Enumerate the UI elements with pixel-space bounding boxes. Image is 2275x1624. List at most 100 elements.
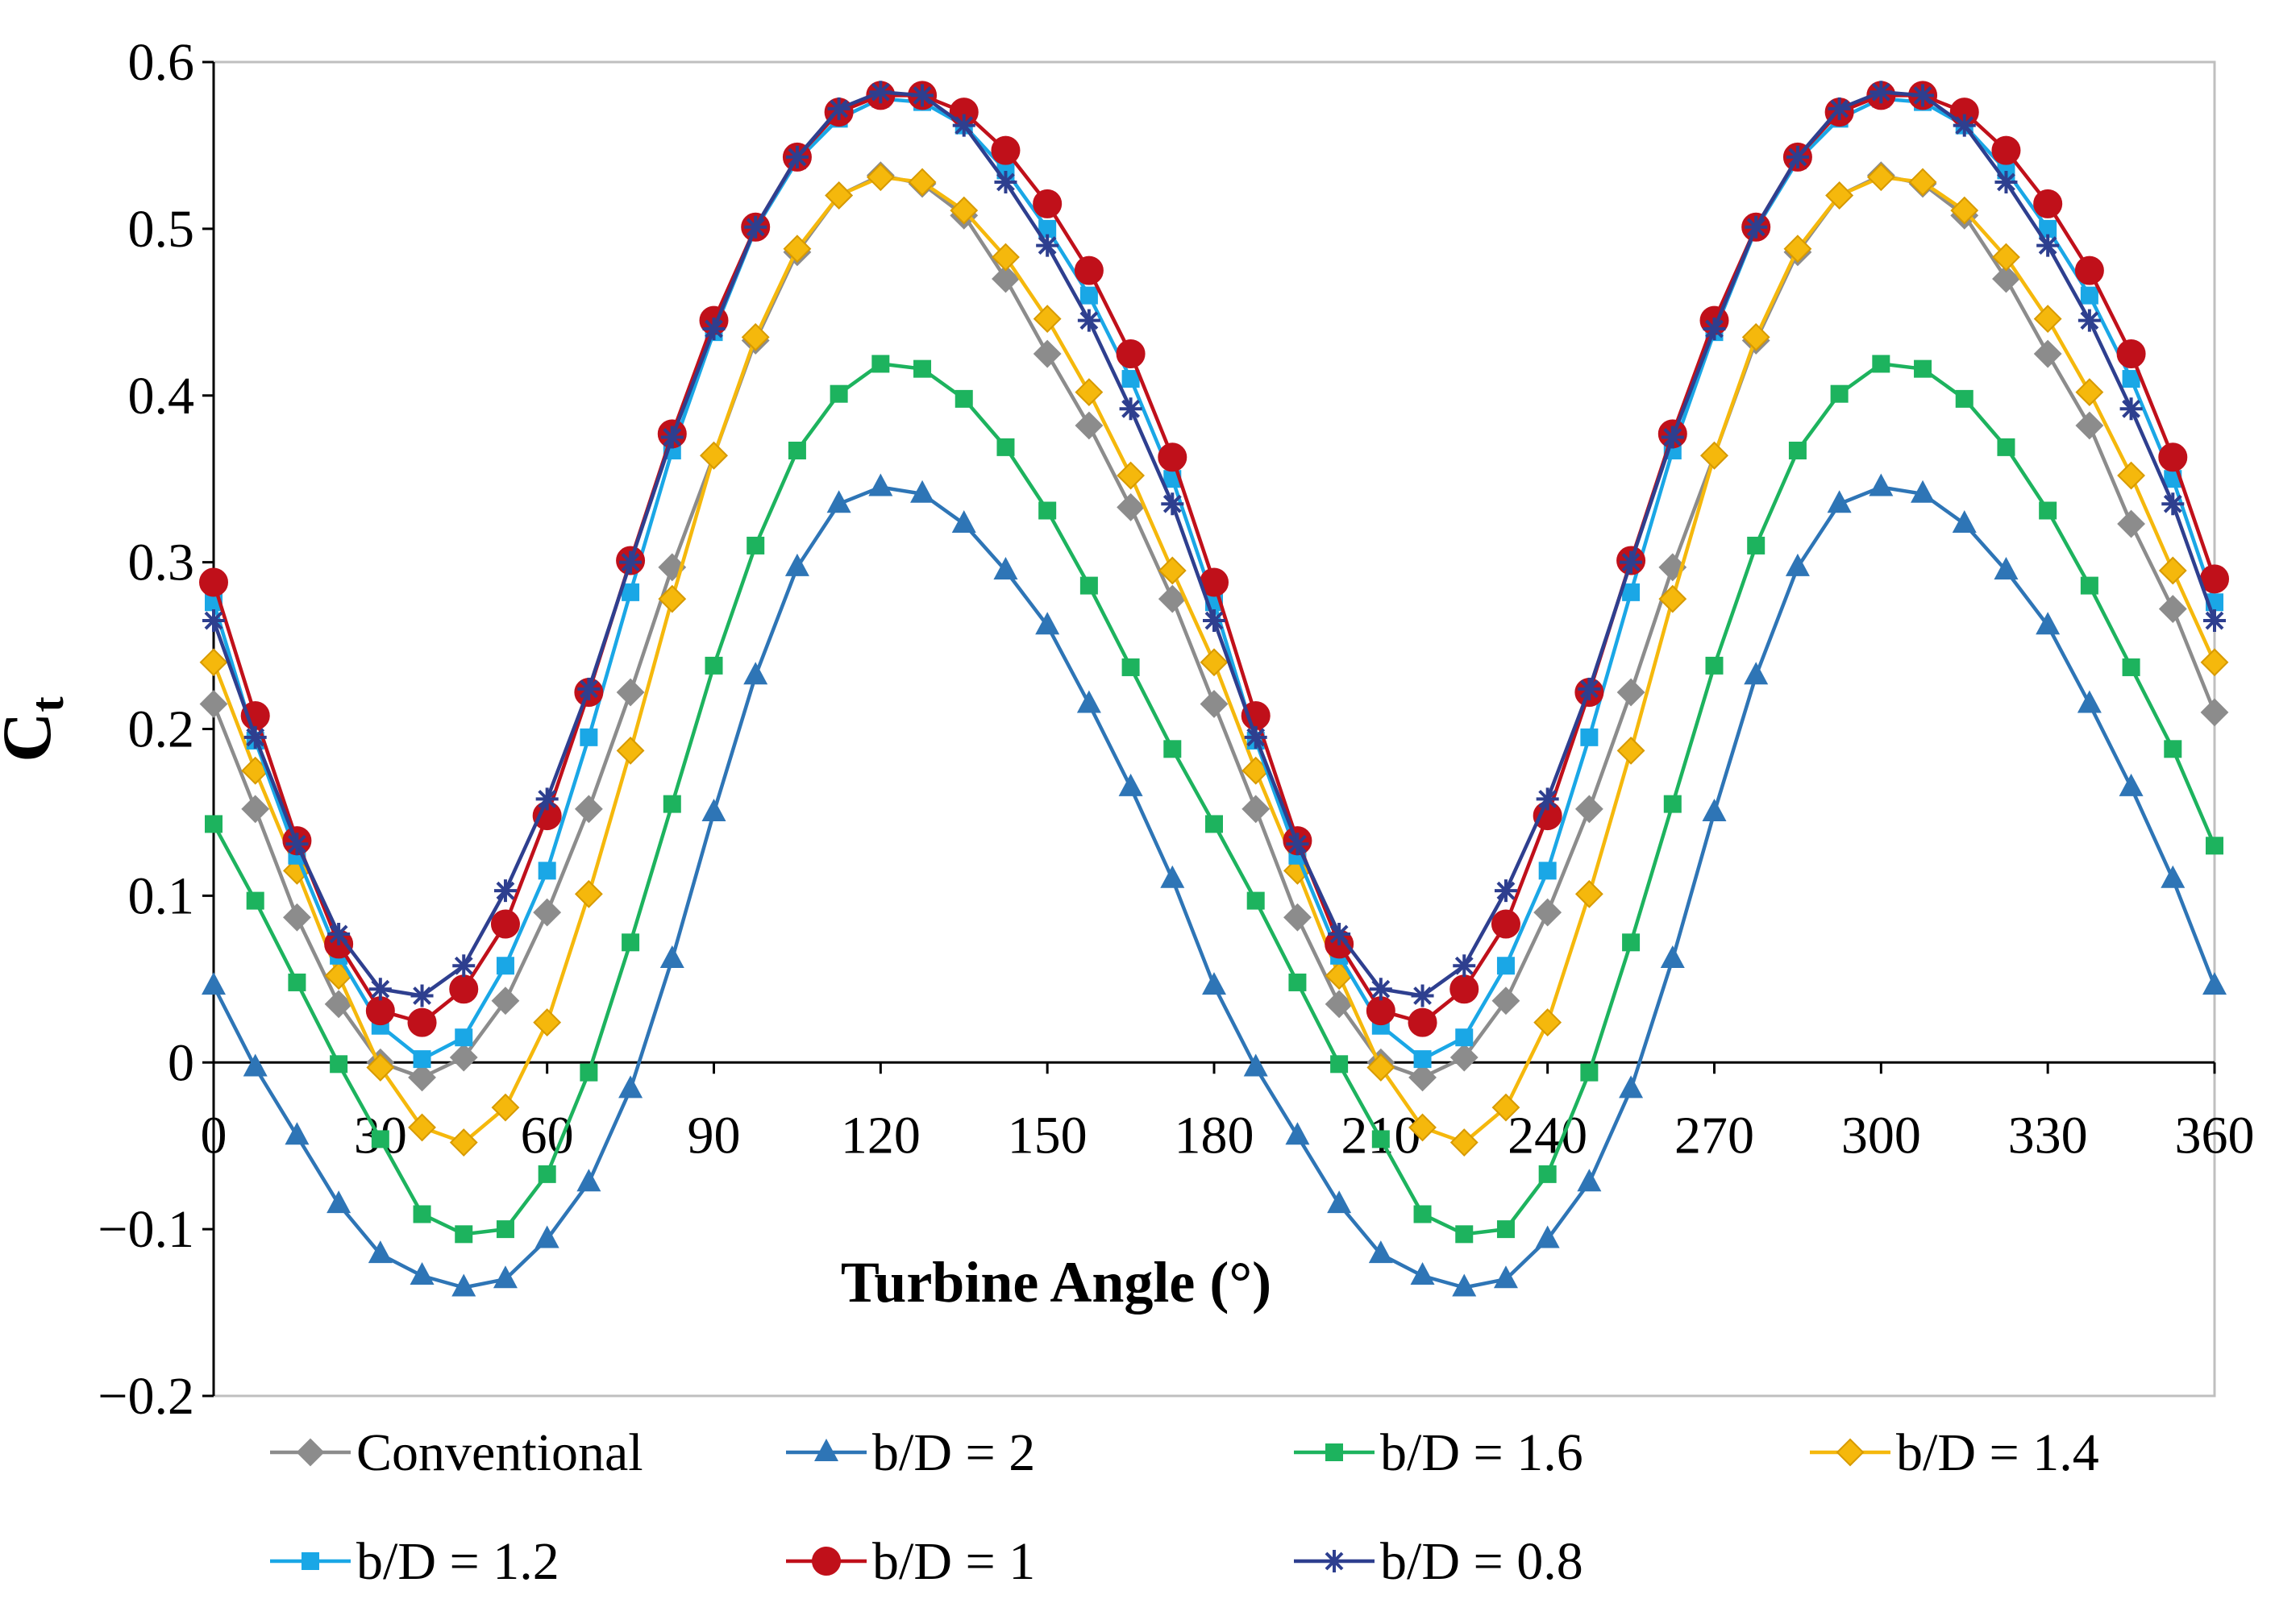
- data-point: [1452, 1273, 1477, 1297]
- data-point: [199, 567, 228, 597]
- data-point: [1200, 648, 1229, 677]
- legend-marker: [1325, 1443, 1343, 1461]
- data-point: [743, 662, 768, 685]
- data-point: [1117, 461, 1145, 490]
- data-point: [576, 1169, 601, 1192]
- data-point: [199, 648, 228, 677]
- data-point: [1580, 728, 1599, 746]
- data-point: [700, 441, 728, 470]
- data-point: [783, 235, 812, 264]
- x-tick-label: 0: [201, 1106, 227, 1165]
- data-point: [2119, 397, 2143, 421]
- data-point: [1577, 1169, 1602, 1192]
- legend-item: b/D = 1.2: [270, 1532, 559, 1591]
- data-point: [449, 974, 479, 1004]
- data-point: [1119, 397, 1142, 421]
- data-point: [1491, 986, 1520, 1016]
- data-point: [368, 1240, 393, 1264]
- data-point: [365, 996, 395, 1026]
- data-point: [702, 318, 726, 340]
- series-b-d-1-6: [205, 355, 2223, 1244]
- data-point: [1994, 170, 2018, 193]
- series-b-d-1-4: [199, 163, 2229, 1157]
- data-point: [1747, 536, 1766, 554]
- data-point: [910, 480, 935, 503]
- data-point: [1703, 318, 1726, 340]
- data-point: [994, 170, 1017, 193]
- data-point: [1158, 556, 1187, 585]
- data-point: [2033, 189, 2063, 218]
- data-point: [1745, 215, 1768, 239]
- data-point: [1033, 305, 1062, 334]
- data-point: [1160, 865, 1185, 888]
- data-point: [241, 795, 270, 824]
- series-layer: [199, 81, 2229, 1297]
- data-point: [1616, 736, 1645, 765]
- data-point: [1033, 189, 1063, 218]
- data-point: [1908, 168, 1937, 197]
- data-point: [705, 656, 723, 675]
- data-point: [744, 215, 767, 239]
- data-point: [1574, 879, 1603, 908]
- data-point: [622, 583, 640, 601]
- data-point: [1992, 264, 2020, 293]
- data-point: [1741, 322, 1770, 351]
- data-point: [1241, 795, 1271, 824]
- series-b-d-0-8: [202, 81, 2226, 1007]
- data-point: [913, 359, 932, 378]
- data-point: [660, 426, 684, 449]
- legend-label: Conventional: [356, 1423, 643, 1482]
- data-point: [1997, 438, 2015, 456]
- data-point: [1580, 1063, 1599, 1082]
- data-point: [1121, 370, 1140, 388]
- legend-marker: [1323, 1550, 1345, 1572]
- legend-label: b/D = 1.2: [356, 1532, 559, 1591]
- data-point: [2075, 378, 2104, 407]
- data-point: [1075, 411, 1104, 440]
- x-tick-label: 60: [521, 1106, 574, 1165]
- data-point: [455, 1225, 473, 1244]
- data-point: [1413, 1050, 1432, 1069]
- data-point: [202, 972, 226, 995]
- data-point: [701, 798, 726, 821]
- data-point: [451, 1273, 476, 1297]
- data-point: [785, 145, 809, 168]
- data-point: [2075, 411, 2104, 440]
- data-point: [866, 163, 895, 192]
- data-point: [2036, 234, 2060, 257]
- data-point: [1994, 556, 2019, 579]
- data-point: [1866, 163, 1895, 192]
- data-point: [1116, 339, 1146, 369]
- legend-label: b/D = 1: [872, 1532, 1035, 1591]
- data-point: [991, 135, 1021, 165]
- data-point: [1535, 1225, 1560, 1248]
- data-point: [826, 490, 851, 513]
- data-point: [1035, 612, 1060, 635]
- legend-label: b/D = 1.4: [1896, 1423, 2099, 1482]
- legend-item: b/D = 2: [786, 1423, 1035, 1482]
- data-point: [1538, 862, 1557, 880]
- data-point: [491, 986, 520, 1016]
- data-point: [371, 1130, 389, 1148]
- data-point: [992, 243, 1020, 272]
- data-point: [1744, 662, 1769, 685]
- data-point: [2117, 461, 2145, 490]
- data-point: [1203, 609, 1225, 633]
- data-point: [616, 736, 645, 765]
- data-point: [326, 1190, 351, 1214]
- data-point: [288, 973, 306, 991]
- data-point: [1536, 787, 1559, 811]
- data-point: [538, 862, 556, 880]
- data-point: [830, 384, 848, 403]
- data-point: [1658, 584, 1687, 613]
- legend-marker: [302, 1552, 319, 1570]
- data-point: [1830, 384, 1849, 403]
- data-point: [496, 957, 514, 975]
- data-point: [580, 1063, 598, 1082]
- data-point: [2116, 339, 2146, 369]
- x-tick-label: 300: [1841, 1106, 1921, 1165]
- series-line: [211, 89, 2217, 998]
- data-point: [1074, 255, 1104, 285]
- data-point: [663, 795, 681, 813]
- data-point: [1408, 1113, 1437, 1142]
